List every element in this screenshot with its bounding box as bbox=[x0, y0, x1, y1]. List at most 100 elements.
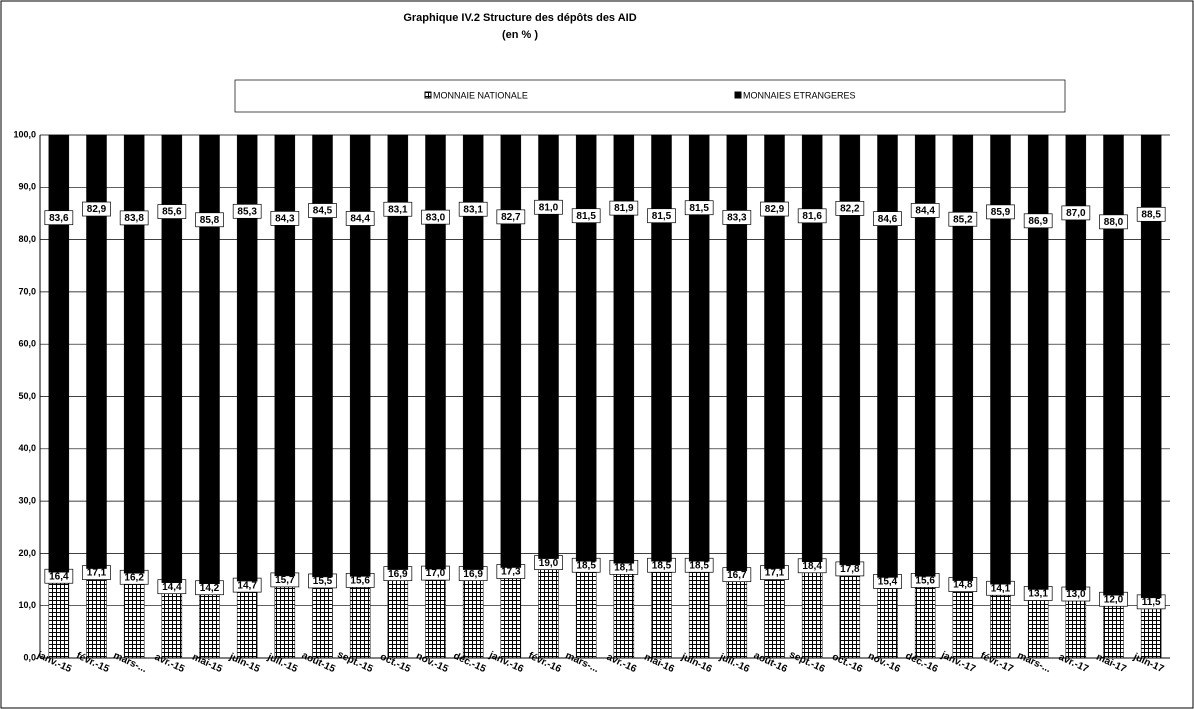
bar-hatch bbox=[350, 576, 371, 658]
y-tick-label: 20,0 bbox=[18, 548, 36, 558]
value-label: 14,1 bbox=[991, 583, 1011, 594]
value-label-box bbox=[195, 212, 224, 228]
bar-segment bbox=[801, 134, 823, 563]
value-label: 81,5 bbox=[689, 203, 709, 214]
value-label: 15,6 bbox=[350, 576, 370, 587]
bar-hatch bbox=[274, 575, 295, 658]
value-label: 82,9 bbox=[765, 204, 785, 215]
y-tick-label: 60,0 bbox=[18, 339, 36, 349]
bar-segment bbox=[1140, 134, 1162, 599]
value-label: 17,8 bbox=[840, 564, 860, 575]
value-label: 15,6 bbox=[915, 576, 935, 587]
value-label: 84,4 bbox=[915, 206, 935, 217]
value-label: 88,5 bbox=[1141, 209, 1161, 220]
value-label: 84,6 bbox=[878, 214, 898, 225]
value-label: 18,5 bbox=[576, 560, 596, 571]
value-label: 16,9 bbox=[463, 569, 483, 580]
value-label: 16,7 bbox=[727, 570, 747, 581]
bar-segment bbox=[312, 134, 333, 578]
value-label: 13,0 bbox=[1066, 589, 1086, 600]
value-label-box bbox=[948, 211, 978, 227]
value-label-box bbox=[760, 201, 789, 217]
value-label-box bbox=[1023, 213, 1053, 229]
value-label: 85,6 bbox=[162, 207, 182, 218]
bar-hatch bbox=[651, 561, 672, 658]
bar-hatch bbox=[124, 573, 145, 658]
value-label: 85,9 bbox=[991, 207, 1011, 218]
value-label: 17,0 bbox=[426, 568, 446, 579]
bar-segment bbox=[914, 134, 936, 577]
value-label: 18,5 bbox=[652, 560, 672, 571]
value-label: 83,8 bbox=[124, 213, 144, 224]
value-label-box bbox=[157, 204, 187, 219]
y-tick-label: 0,0 bbox=[23, 652, 36, 662]
bar-segment bbox=[199, 134, 220, 584]
bar-hatch bbox=[1028, 589, 1049, 658]
bar-hatch bbox=[1141, 597, 1162, 658]
y-tick-label: 50,0 bbox=[18, 391, 36, 401]
value-label-box bbox=[571, 208, 601, 224]
bar-segment bbox=[500, 134, 522, 568]
value-label: 85,8 bbox=[200, 215, 220, 226]
value-label-box bbox=[1099, 214, 1128, 230]
value-label: 81,0 bbox=[539, 202, 559, 213]
bar-hatch bbox=[952, 580, 973, 658]
bar-segment bbox=[161, 134, 183, 583]
y-tick-label: 80,0 bbox=[18, 234, 36, 244]
value-label: 82,2 bbox=[840, 204, 860, 215]
bar-hatch bbox=[802, 561, 823, 658]
bar-hatch bbox=[538, 558, 559, 658]
value-label-box bbox=[873, 211, 902, 226]
bar-hatch bbox=[689, 561, 710, 658]
value-label-box bbox=[647, 208, 676, 224]
value-label: 82,9 bbox=[87, 204, 107, 215]
bar-hatch bbox=[425, 569, 446, 658]
value-label: 82,7 bbox=[501, 212, 521, 223]
bar-hatch bbox=[877, 577, 898, 658]
value-label-box bbox=[232, 203, 262, 219]
value-label: 85,3 bbox=[237, 206, 257, 217]
bar-hatch bbox=[839, 564, 860, 658]
value-label: 84,5 bbox=[313, 206, 333, 217]
bar-hatch bbox=[1065, 590, 1086, 658]
bar-segment bbox=[48, 134, 70, 573]
value-label-box bbox=[383, 201, 413, 217]
value-label: 14,2 bbox=[200, 583, 220, 594]
legend-box bbox=[234, 79, 1066, 113]
bar-hatch bbox=[463, 569, 484, 658]
bar-hatch bbox=[48, 572, 69, 658]
value-label-box bbox=[986, 204, 1015, 220]
value-label: 81,5 bbox=[576, 211, 596, 222]
value-label: 88,0 bbox=[1104, 217, 1124, 228]
value-label: 15,4 bbox=[878, 577, 898, 588]
value-label: 11,5 bbox=[1142, 597, 1161, 608]
value-label: 16,2 bbox=[124, 572, 144, 583]
value-label-box bbox=[835, 201, 865, 216]
value-label: 15,7 bbox=[275, 575, 295, 586]
bar-segment bbox=[462, 134, 484, 570]
bar-segment bbox=[1027, 134, 1049, 590]
value-label: 14,7 bbox=[237, 580, 257, 591]
legend-label: MONNAIES ETRANGERES bbox=[743, 90, 856, 100]
y-tick-label: 70,0 bbox=[18, 286, 36, 296]
y-tick-label: 100,0 bbox=[13, 129, 36, 139]
y-tick-label: 10,0 bbox=[18, 600, 36, 610]
bar-segment bbox=[123, 134, 145, 574]
value-label: 15,5 bbox=[313, 576, 333, 587]
bar-hatch bbox=[726, 570, 747, 658]
value-label: 17,3 bbox=[501, 567, 521, 578]
value-label-box bbox=[534, 199, 563, 215]
bar-hatch bbox=[312, 576, 333, 658]
value-label-box bbox=[910, 203, 940, 218]
value-label-box bbox=[82, 201, 111, 217]
value-label: 13,1 bbox=[1028, 589, 1048, 600]
value-label: 18,4 bbox=[802, 561, 822, 572]
legend-label: MONNAIE NATIONALE bbox=[433, 90, 528, 100]
value-label-box bbox=[1136, 206, 1166, 222]
bar-segment bbox=[877, 134, 898, 578]
bar-segment bbox=[688, 134, 710, 562]
value-label-box bbox=[119, 210, 149, 226]
value-label: 18,1 bbox=[614, 562, 634, 573]
bar-segment bbox=[651, 134, 672, 562]
bar-segment bbox=[236, 134, 258, 582]
